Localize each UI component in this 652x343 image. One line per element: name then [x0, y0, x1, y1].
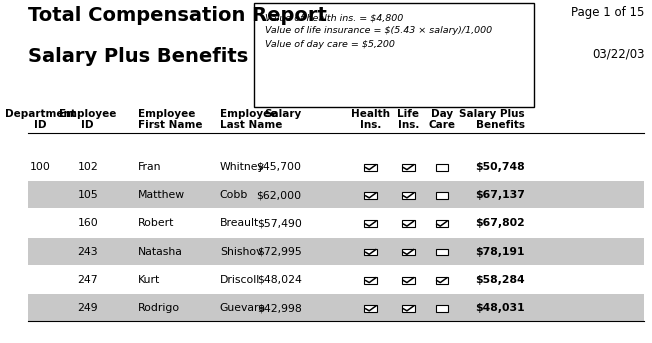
- Text: Employee
Last Name: Employee Last Name: [220, 108, 282, 130]
- Text: $45,700: $45,700: [256, 162, 301, 172]
- Text: Shishov: Shishov: [220, 247, 262, 257]
- Text: Guevara: Guevara: [220, 303, 266, 313]
- FancyBboxPatch shape: [364, 192, 377, 199]
- Text: $67,802: $67,802: [475, 218, 525, 228]
- FancyBboxPatch shape: [364, 305, 377, 312]
- FancyBboxPatch shape: [436, 305, 448, 312]
- Text: $42,998: $42,998: [257, 303, 301, 313]
- Text: Employee
ID: Employee ID: [59, 108, 117, 130]
- FancyBboxPatch shape: [364, 249, 377, 256]
- FancyBboxPatch shape: [402, 249, 415, 256]
- FancyBboxPatch shape: [402, 277, 415, 284]
- Text: Kurt: Kurt: [138, 275, 160, 285]
- Text: 102: 102: [78, 162, 98, 172]
- Text: Natasha: Natasha: [138, 247, 183, 257]
- Text: Day
Care: Day Care: [428, 108, 455, 130]
- Text: $48,031: $48,031: [475, 303, 525, 313]
- Text: Rodrigo: Rodrigo: [138, 303, 180, 313]
- Text: 247: 247: [78, 275, 98, 285]
- Text: Salary Plus Benefits: Salary Plus Benefits: [28, 47, 248, 66]
- FancyBboxPatch shape: [436, 277, 448, 284]
- Text: Robert: Robert: [138, 218, 174, 228]
- Text: $62,000: $62,000: [256, 190, 301, 200]
- Text: Salary: Salary: [264, 108, 301, 119]
- Text: Matthew: Matthew: [138, 190, 185, 200]
- Text: 105: 105: [78, 190, 98, 200]
- Text: Department
ID: Department ID: [5, 108, 76, 130]
- FancyBboxPatch shape: [436, 220, 448, 227]
- Text: $58,284: $58,284: [475, 275, 525, 285]
- FancyBboxPatch shape: [436, 192, 448, 199]
- Text: Page 1 of 15: Page 1 of 15: [571, 7, 644, 20]
- Text: Employee
First Name: Employee First Name: [138, 108, 203, 130]
- Text: Health
Ins.: Health Ins.: [351, 108, 391, 130]
- Text: 03/22/03: 03/22/03: [592, 47, 644, 60]
- FancyBboxPatch shape: [364, 220, 377, 227]
- FancyBboxPatch shape: [28, 237, 644, 265]
- Text: Value of health ins. = $4,800
Value of life insurance = $(5.43 × salary)/1,000
V: Value of health ins. = $4,800 Value of l…: [265, 13, 492, 49]
- Text: $72,995: $72,995: [257, 247, 301, 257]
- Text: Total Compensation Report: Total Compensation Report: [28, 7, 327, 25]
- Text: Whitney: Whitney: [220, 162, 265, 172]
- FancyBboxPatch shape: [402, 192, 415, 199]
- Text: 243: 243: [78, 247, 98, 257]
- Text: Cobb: Cobb: [220, 190, 248, 200]
- Text: $50,748: $50,748: [475, 162, 525, 172]
- FancyBboxPatch shape: [364, 164, 377, 171]
- FancyBboxPatch shape: [364, 277, 377, 284]
- Text: $57,490: $57,490: [257, 218, 301, 228]
- FancyBboxPatch shape: [436, 249, 448, 256]
- Text: Salary Plus
Benefits: Salary Plus Benefits: [459, 108, 525, 130]
- FancyBboxPatch shape: [436, 164, 448, 171]
- FancyBboxPatch shape: [28, 181, 644, 208]
- Text: Fran: Fran: [138, 162, 162, 172]
- FancyBboxPatch shape: [402, 305, 415, 312]
- Text: Life
Ins.: Life Ins.: [398, 108, 419, 130]
- Text: 249: 249: [78, 303, 98, 313]
- FancyBboxPatch shape: [28, 294, 644, 321]
- Text: 160: 160: [78, 218, 98, 228]
- Text: Driscoll: Driscoll: [220, 275, 260, 285]
- FancyBboxPatch shape: [402, 164, 415, 171]
- FancyBboxPatch shape: [254, 3, 534, 107]
- FancyBboxPatch shape: [402, 220, 415, 227]
- Text: 100: 100: [30, 162, 51, 172]
- Text: $78,191: $78,191: [475, 247, 525, 257]
- Text: $67,137: $67,137: [475, 190, 525, 200]
- Text: Breault: Breault: [220, 218, 259, 228]
- Text: $48,024: $48,024: [257, 275, 301, 285]
